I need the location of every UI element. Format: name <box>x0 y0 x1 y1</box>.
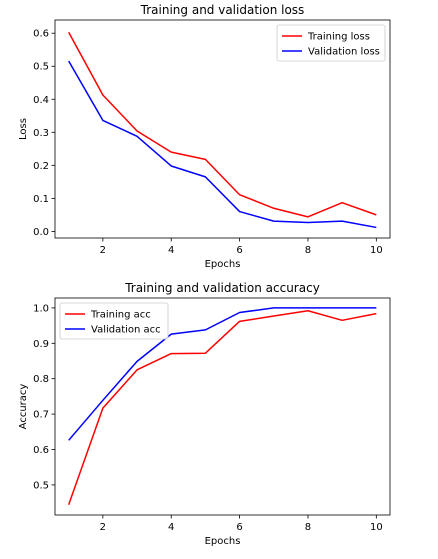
chart-title: Training and validation accuracy <box>124 281 320 295</box>
legend-label: Training acc <box>90 310 151 321</box>
y-tick-label: 0.8 <box>33 374 49 385</box>
x-tick-label: 4 <box>168 245 174 256</box>
y-tick-label: 0.3 <box>33 128 49 139</box>
y-tick-label: 0.2 <box>33 161 49 172</box>
series-line-1 <box>68 307 377 441</box>
y-axis-label: Accuracy <box>18 384 29 430</box>
chart-0: Training and validation loss 2 4 6 8 10 0.0 0.1… <box>18 3 391 270</box>
y-tick-label: 0.1 <box>33 194 49 205</box>
series-line-1 <box>68 60 377 229</box>
y-tick-label: 0.9 <box>33 339 49 350</box>
y-tick-label: 0.4 <box>33 95 49 106</box>
x-tick-label: 10 <box>370 245 383 256</box>
legend: Training acc Validation acc <box>59 302 169 340</box>
plot-frame <box>54 19 391 239</box>
legend-box <box>276 24 386 62</box>
legend-label: Validation acc <box>91 325 161 336</box>
y-tick-label: 0.0 <box>33 227 49 238</box>
legend: Training loss Validation loss <box>276 24 386 62</box>
x-tick-label: 6 <box>236 245 242 256</box>
series-line-0 <box>67 309 377 505</box>
chart-title: Training and validation loss <box>140 3 305 17</box>
x-tick-label: 2 <box>100 522 106 533</box>
y-tick-label: 0.5 <box>33 480 49 491</box>
y-tick-label: 1.0 <box>33 303 49 314</box>
x-tick-label: 8 <box>305 245 311 256</box>
y-tick-label: 0.7 <box>33 410 49 421</box>
legend-label: Training loss <box>307 32 370 43</box>
y-axis-label: Loss <box>18 118 29 140</box>
x-tick-label: 10 <box>370 522 383 533</box>
series-line-0 <box>68 31 377 218</box>
y-tick-label: 0.6 <box>33 29 49 40</box>
legend-label: Validation loss <box>308 47 380 58</box>
x-tick-label: 6 <box>236 522 242 533</box>
x-axis-label: Epochs <box>205 259 241 270</box>
x-tick-label: 2 <box>100 245 106 256</box>
chart-1: Training and validation accuracy 2 4 6 8 10 0.… <box>18 281 391 547</box>
legend-box <box>59 302 169 340</box>
y-tick-label: 0.5 <box>33 62 49 73</box>
plot-frame <box>54 297 391 516</box>
x-tick-label: 4 <box>168 522 174 533</box>
y-tick-label: 0.6 <box>33 445 49 456</box>
x-axis-label: Epochs <box>205 536 241 547</box>
x-tick-label: 8 <box>305 522 311 533</box>
